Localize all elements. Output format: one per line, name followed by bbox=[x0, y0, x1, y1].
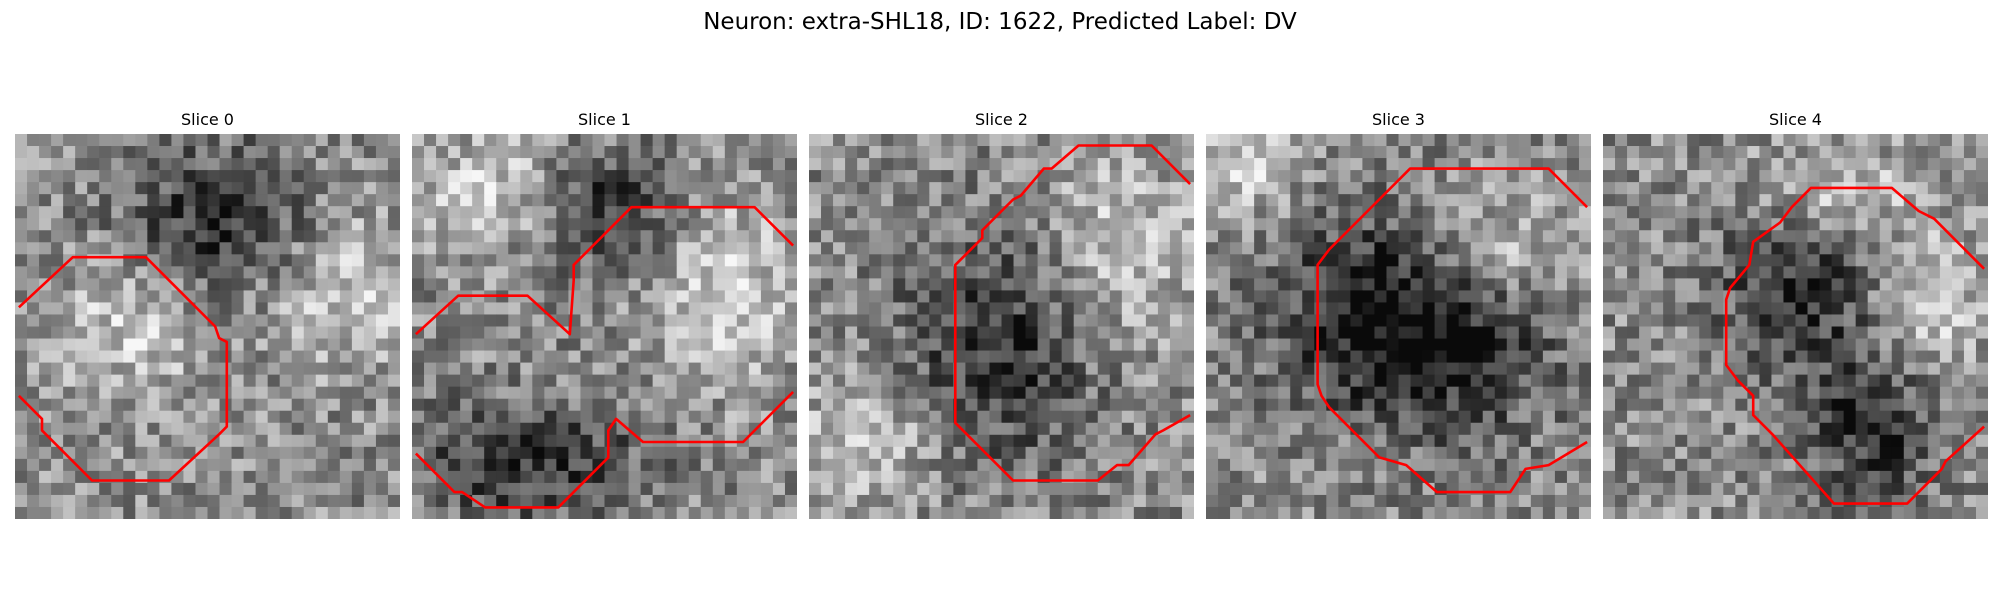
slice-title: Slice 0 bbox=[15, 108, 400, 132]
slice-title: Slice 4 bbox=[1603, 108, 1988, 132]
figure-title: Neuron: extra-SHL18, ID: 1622, Predicted… bbox=[0, 6, 2000, 38]
slice-title: Slice 3 bbox=[1206, 108, 1591, 132]
slice-title: Slice 2 bbox=[809, 108, 1194, 132]
slice-image bbox=[809, 134, 1194, 519]
slice-title: Slice 1 bbox=[412, 108, 797, 132]
slice-pixel-grid bbox=[1603, 134, 1988, 519]
slice-image bbox=[15, 134, 400, 519]
slice-image bbox=[1603, 134, 1988, 519]
slice-panel-2: Slice 2 bbox=[809, 108, 1194, 132]
slice-panel-0: Slice 0 bbox=[15, 108, 400, 132]
slice-pixel-grid bbox=[15, 134, 400, 519]
slice-pixel-grid bbox=[1206, 134, 1591, 519]
slice-panels: Slice 0 Slice 1 Slice 2 Slice 3 Slice 4 bbox=[0, 108, 2000, 528]
slice-pixel-grid bbox=[809, 134, 1194, 519]
slice-pixel-grid bbox=[412, 134, 797, 519]
pixel-cells bbox=[809, 134, 1194, 519]
slice-panel-3: Slice 3 bbox=[1206, 108, 1591, 132]
slice-panel-1: Slice 1 bbox=[412, 108, 797, 132]
slice-image bbox=[1206, 134, 1591, 519]
slice-panel-4: Slice 4 bbox=[1603, 108, 1988, 132]
pixel-cells bbox=[1206, 134, 1591, 519]
slice-image bbox=[412, 134, 797, 519]
